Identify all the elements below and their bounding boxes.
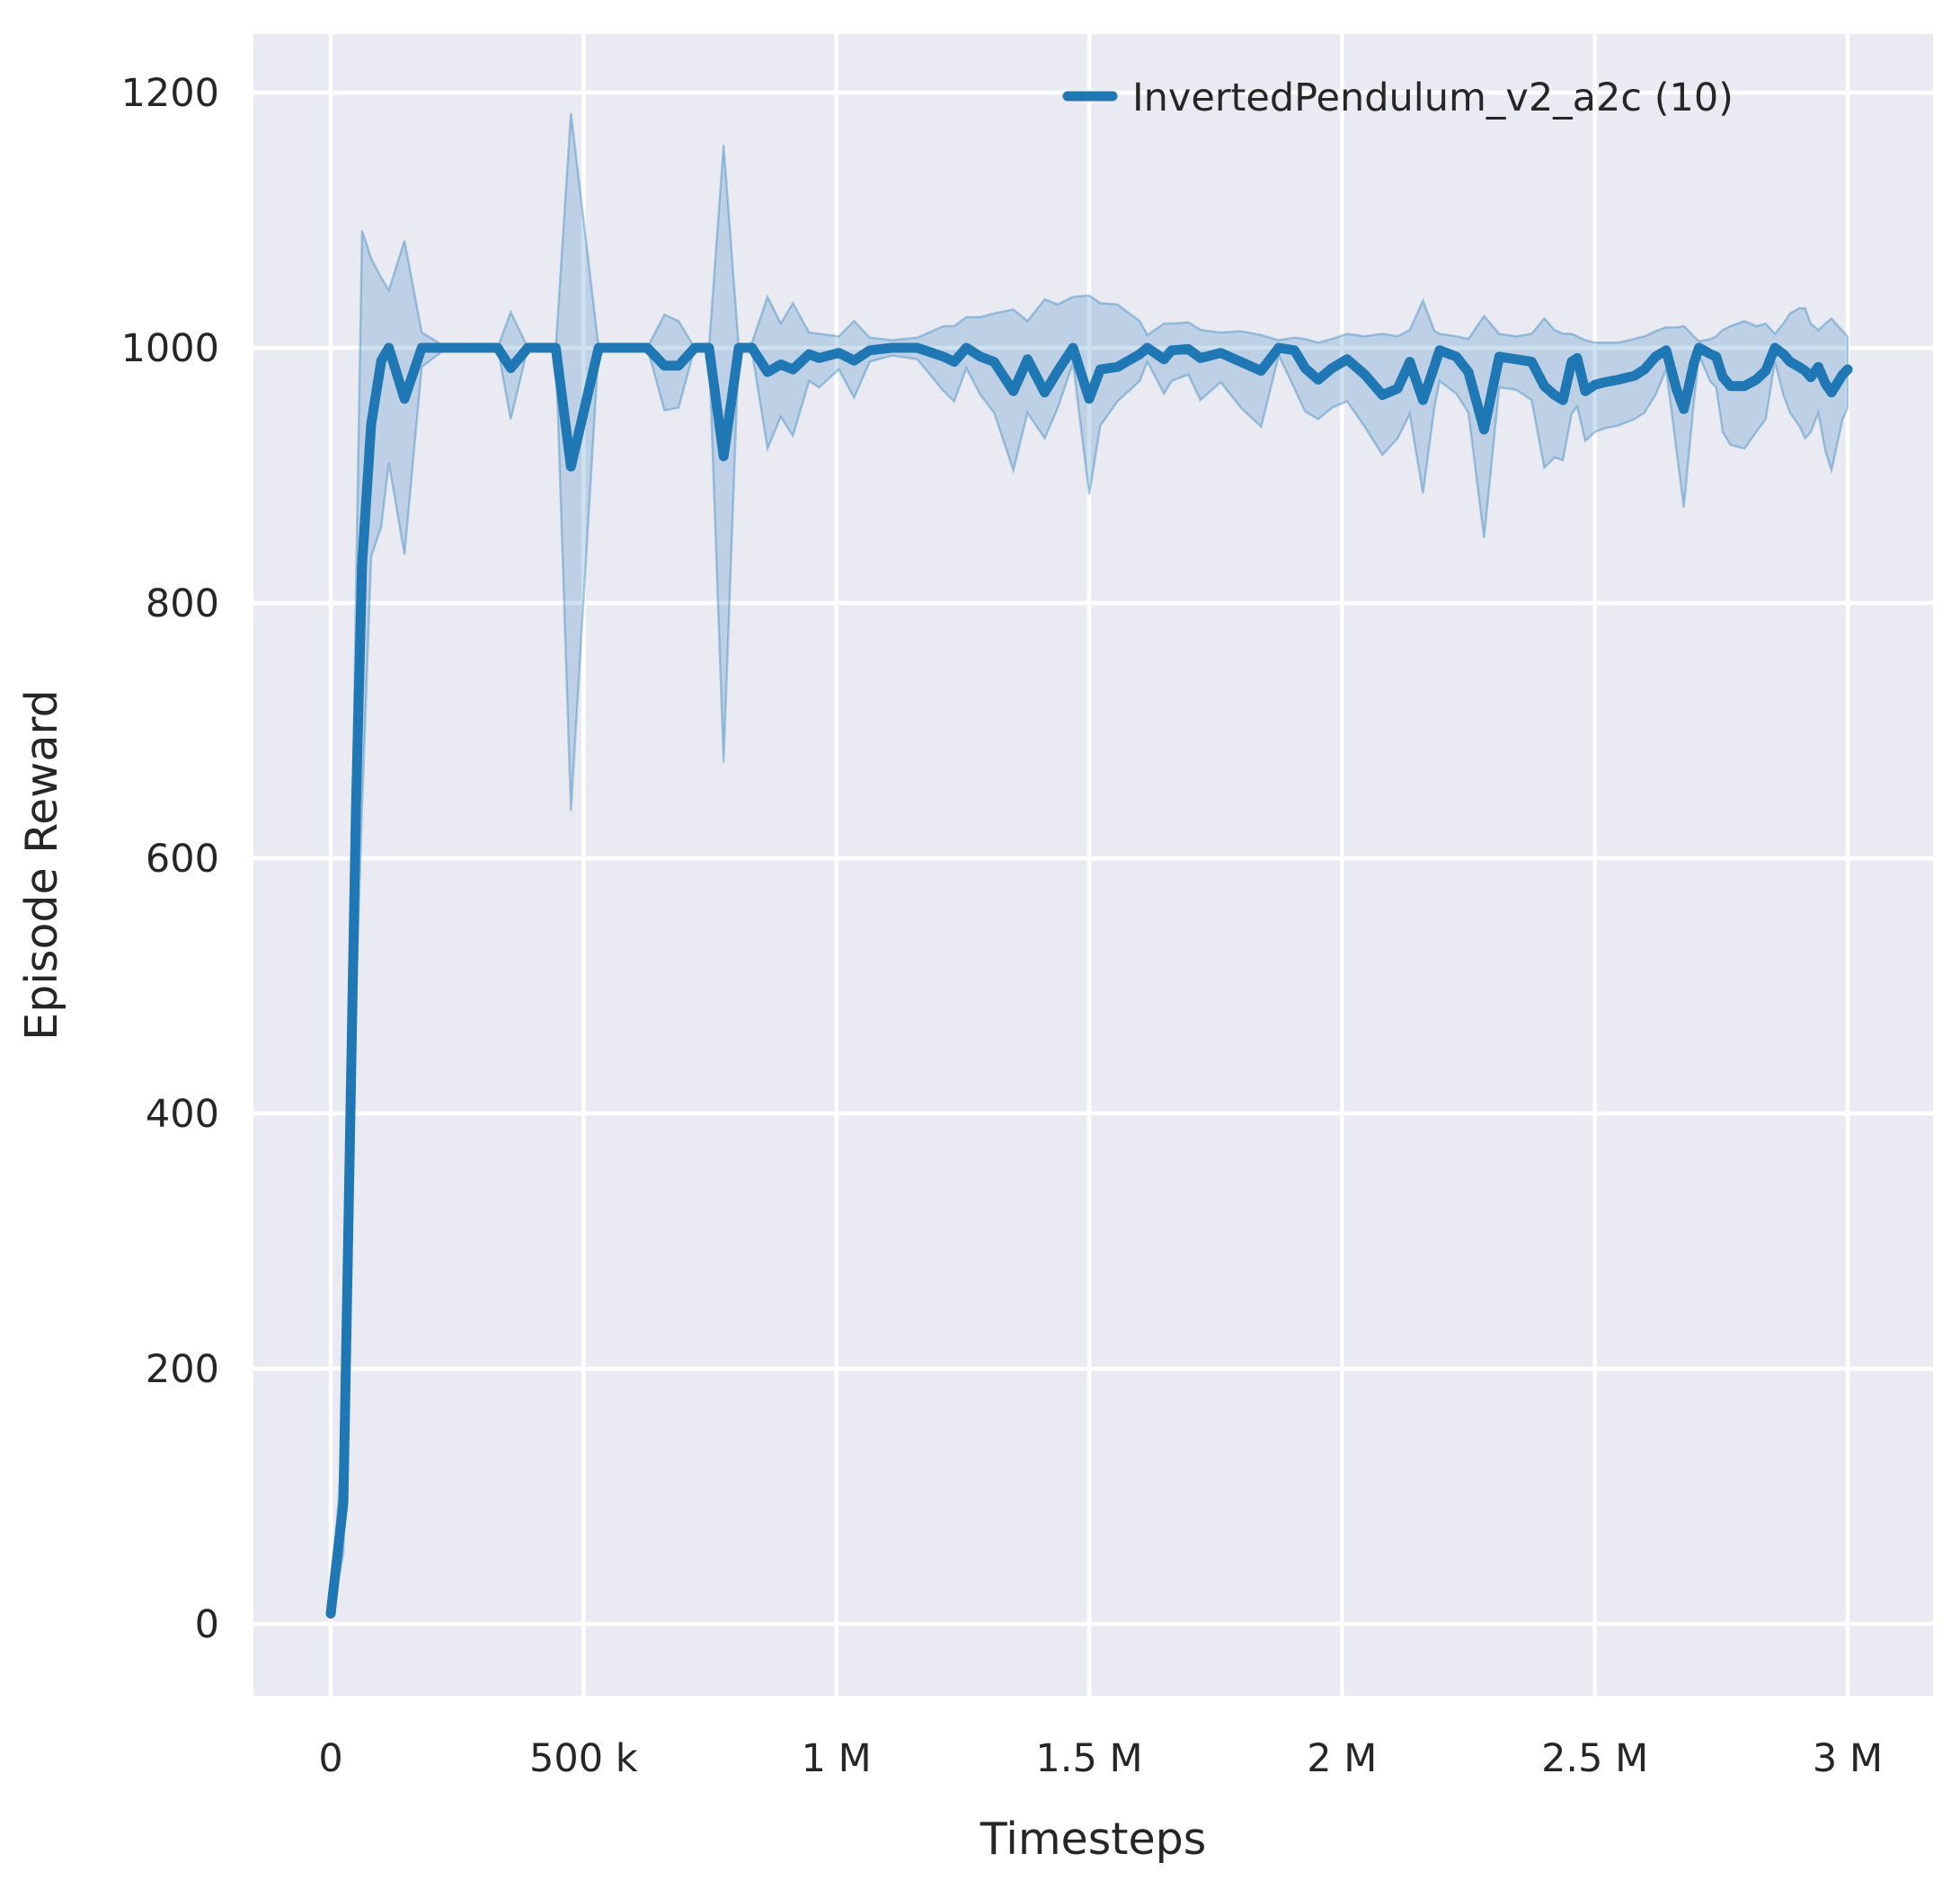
legend-label: InvertedPendulum_v2_a2c (10) [1132, 75, 1734, 120]
y-tick-label: 600 [146, 837, 219, 882]
y-tick-label: 1200 [121, 71, 219, 116]
y-tick-label: 1000 [121, 326, 219, 371]
mean-line [325, 342, 1853, 1619]
x-gridlines [328, 34, 1850, 1696]
x-tick-label: 1.5 M [1035, 1736, 1142, 1781]
x-tick-label: 0 [318, 1736, 342, 1781]
y-tick-label: 400 [146, 1092, 219, 1137]
y-axis-title: Episode Reward [16, 689, 67, 1041]
x-tick-label: 3 M [1813, 1736, 1883, 1781]
x-axis-title: Timesteps [980, 1814, 1206, 1865]
legend: InvertedPendulum_v2_a2c (10) [1062, 75, 1734, 120]
y-tick-label: 200 [146, 1347, 219, 1392]
y-tick-labels: 0 200 400 600 800 1000 1200 [121, 71, 219, 1647]
x-tick-label: 2.5 M [1541, 1736, 1648, 1781]
x-tick-label: 500 k [529, 1736, 638, 1781]
y-tick-label: 0 [195, 1602, 219, 1647]
x-tick-label: 2 M [1307, 1736, 1377, 1781]
confidence-band [329, 112, 1849, 1619]
y-tick-label: 800 [146, 581, 219, 626]
x-tick-label: 1 M [802, 1736, 872, 1781]
plot-area [253, 34, 1933, 1696]
x-tick-labels: 0 500 k 1 M 1.5 M 2 M 2.5 M 3 M [318, 1736, 1883, 1781]
